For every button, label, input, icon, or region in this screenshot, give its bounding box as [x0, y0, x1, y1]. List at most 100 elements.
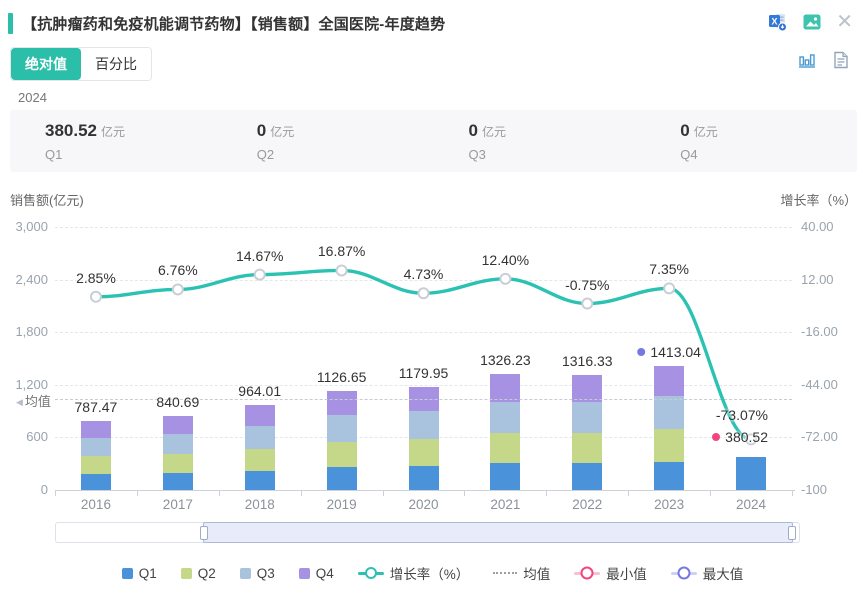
right-axis-tick: -44.00	[801, 376, 838, 392]
legend-item-[interactable]: 最小值	[574, 563, 647, 583]
legend-item-Q4[interactable]: Q4	[298, 565, 334, 581]
min-point-dot	[712, 433, 721, 441]
right-axis-tick: -72.00	[801, 429, 838, 445]
x-axis-tick	[710, 491, 712, 496]
growth-rate-label: 4.73%	[403, 266, 444, 283]
bar-total-label: 1326.23	[480, 351, 531, 368]
legend-swatch-icon	[121, 567, 133, 579]
right-axis-tick: -16.00	[801, 324, 838, 340]
data-zoom-left-handle[interactable]	[200, 525, 208, 540]
legend-ring	[580, 566, 594, 580]
growth-line-marker	[663, 282, 676, 295]
bar-segment-q1	[80, 474, 111, 490]
x-axis-tick	[300, 491, 302, 496]
bar-segment-q4	[326, 391, 357, 415]
stat-quarter-label: Q3	[468, 147, 486, 162]
gridline	[55, 227, 792, 228]
image-export-icon[interactable]	[802, 12, 822, 32]
growth-line-marker	[581, 297, 594, 310]
legend-dashed-icon	[493, 572, 518, 574]
legend-swatch-icon	[180, 567, 192, 579]
left-axis-tick: 600	[26, 429, 48, 445]
growth-rate-label: 2.85%	[76, 269, 116, 286]
stat-unit: 亿元	[693, 125, 718, 139]
legend-item-Q3[interactable]: Q3	[239, 566, 275, 581]
data-zoom-window[interactable]	[200, 522, 796, 543]
x-axis-tick	[464, 491, 466, 496]
table-view-icon[interactable]	[831, 50, 851, 70]
gridline	[55, 332, 792, 334]
legend-label: 最大值	[702, 567, 744, 582]
bar-segment-q4	[490, 373, 521, 402]
legend-line-icon	[357, 567, 384, 579]
bar-total-label: 840.69	[156, 394, 200, 411]
x-axis-label-2019: 2019	[326, 497, 357, 512]
growth-line-marker	[171, 283, 184, 296]
bar-total-label: 787.47	[74, 398, 118, 415]
min-value-label: 380.52	[712, 426, 768, 448]
quarter-stats-card: 380.52 亿元 Q1 0 亿元 Q2 0 亿元 Q3 0 亿元 Q4	[10, 110, 857, 172]
period-label: 2024	[18, 90, 47, 105]
growth-rate-label: 6.76%	[157, 262, 198, 279]
chart-legend: Q1 Q2 Q3 Q4 增长率（%） 均值 最小值 最大值	[0, 563, 865, 583]
legend-item-[interactable]: 均值	[493, 563, 550, 583]
mean-arrow-icon: ◀	[16, 397, 23, 408]
growth-line-marker	[89, 290, 102, 303]
bar-segment-q1	[490, 463, 521, 490]
stat-value: 0 亿元	[468, 121, 506, 140]
stat-unit: 亿元	[270, 125, 295, 139]
bar-segment-q3	[654, 395, 685, 430]
bar-segment-q1	[326, 467, 357, 490]
header-icons: X ✕	[768, 12, 853, 32]
data-zoom-slider[interactable]	[55, 522, 800, 543]
bar-segment-q2	[572, 433, 603, 464]
x-axis-label-2021: 2021	[490, 497, 521, 512]
bar-segment-q3	[326, 414, 357, 442]
excel-export-icon[interactable]: X	[768, 12, 788, 32]
x-axis-label-2016: 2016	[80, 497, 111, 512]
bar-segment-q4	[162, 416, 193, 434]
legend-label: Q2	[197, 565, 216, 581]
tab-percentage[interactable]: 百分比	[81, 48, 151, 80]
last-point-labels: -73.07% 380.52	[712, 404, 768, 448]
legend-ring-icon	[574, 566, 601, 580]
x-axis-label-2020: 2020	[408, 497, 439, 512]
value-mode-tabs: 绝对值 百分比	[10, 47, 152, 81]
title-accent-bar	[8, 13, 13, 34]
data-zoom-right-handle[interactable]	[788, 525, 796, 540]
tab-absolute-value[interactable]: 绝对值	[11, 48, 81, 80]
growth-rate-label: 16.87%	[317, 243, 366, 260]
bar-segment-q2	[326, 441, 357, 468]
x-axis-label-2017: 2017	[162, 497, 193, 512]
legend-item-Q1[interactable]: Q1	[121, 566, 157, 581]
bar-segment-q1	[572, 463, 603, 490]
bar-segment-q4	[654, 366, 685, 396]
stat-unit: 亿元	[481, 125, 506, 139]
legend-item-Q2[interactable]: Q2	[180, 565, 216, 581]
chart-view-icon[interactable]	[797, 50, 817, 70]
legend-label: Q4	[315, 565, 334, 581]
stat-unit: 亿元	[101, 125, 126, 139]
right-axis-tick: 40.00	[801, 219, 834, 234]
bar-total-label: 1413.04	[637, 344, 701, 360]
legend-label: 均值	[523, 567, 551, 582]
right-axis-tick: 12.00	[801, 271, 834, 287]
x-axis-label-2023: 2023	[654, 497, 685, 512]
legend-item-[interactable]: 增长率（%）	[357, 563, 469, 583]
left-axis-tick: 3,000	[15, 219, 48, 234]
x-axis-tick	[218, 491, 220, 496]
bar-segment-q2	[490, 433, 521, 464]
bar-segment-q4	[80, 420, 111, 438]
bar-segment-q1	[654, 461, 685, 490]
legend-item-[interactable]: 最大值	[670, 563, 744, 583]
stat-quarter-label: Q1	[45, 147, 63, 162]
bar-segment-q2	[244, 448, 275, 471]
bar-segment-q1	[244, 470, 275, 490]
close-icon[interactable]: ✕	[836, 11, 853, 33]
legend-ring	[364, 567, 377, 579]
left-axis-tick: 1,200	[15, 376, 48, 392]
x-axis-tick	[546, 491, 548, 496]
bar-segment-q1	[736, 456, 767, 490]
page-title: 【抗肿瘤药和免疫机能调节药物】【销售额】全国医院-年度趋势	[22, 16, 446, 33]
x-axis-label-2018: 2018	[244, 497, 275, 512]
